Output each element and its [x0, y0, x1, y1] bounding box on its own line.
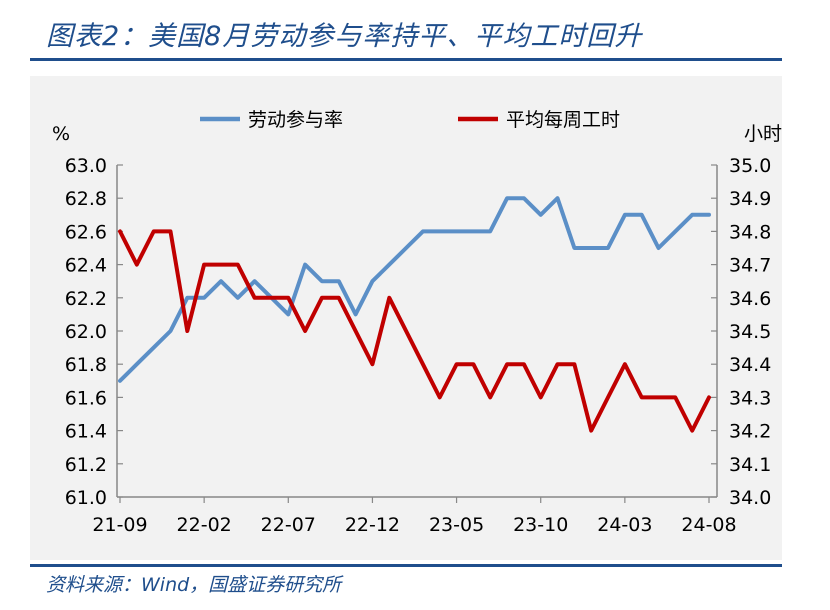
right-tick-label: 34.7 [729, 255, 771, 277]
right-axis-unit: 小时 [744, 123, 782, 145]
right-tick-label: 34.6 [729, 288, 771, 310]
right-tick-label: 34.2 [729, 421, 771, 443]
source-rule [30, 564, 782, 567]
right-tick-label: 34.0 [729, 487, 771, 509]
legend-label-2: 平均每周工时 [506, 109, 620, 131]
legend-label-1: 劳动参与率 [248, 109, 343, 131]
right-tick-label: 34.4 [729, 354, 771, 376]
x-tick-label: 22-07 [261, 514, 316, 536]
series-line-2 [118, 229, 711, 433]
right-tick-label: 34.3 [729, 387, 771, 409]
left-tick-label: 62.2 [65, 288, 107, 310]
chart-title: 图表2：美国8月劳动参与率持平、平均工时回升 [46, 21, 643, 52]
right-tick-label: 34.8 [729, 221, 771, 243]
x-tick-label: 22-02 [177, 514, 232, 536]
left-tick-label: 62.6 [65, 221, 107, 243]
source-note: 资料来源：Wind，国盛证券研究所 [46, 574, 342, 596]
right-tick-label: 34.5 [729, 321, 771, 343]
x-tick-label: 22-12 [345, 514, 400, 536]
left-tick-label: 61.2 [65, 454, 107, 476]
right-tick-label: 34.9 [729, 188, 771, 210]
x-tick-label: 23-10 [513, 514, 568, 536]
left-tick-label: 61.4 [65, 421, 107, 443]
chart-panel [30, 76, 782, 560]
right-tick-label: 34.1 [729, 454, 771, 476]
right-tick-label: 35.0 [729, 155, 771, 177]
x-tick-label: 21-09 [92, 514, 147, 536]
left-tick-label: 61.0 [65, 487, 107, 509]
left-tick-label: 61.6 [65, 387, 107, 409]
x-tick-label: 23-05 [429, 514, 484, 536]
title-rule [30, 58, 782, 61]
x-tick-label: 24-08 [681, 514, 736, 536]
left-tick-label: 62.8 [65, 188, 107, 210]
left-tick-label: 61.8 [65, 354, 107, 376]
left-tick-label: 62.4 [65, 255, 107, 277]
series-line-1 [118, 196, 711, 383]
left-tick-label: 62.0 [65, 321, 107, 343]
x-tick-label: 24-03 [597, 514, 652, 536]
left-tick-label: 63.0 [65, 155, 107, 177]
left-axis-unit: % [52, 123, 70, 145]
